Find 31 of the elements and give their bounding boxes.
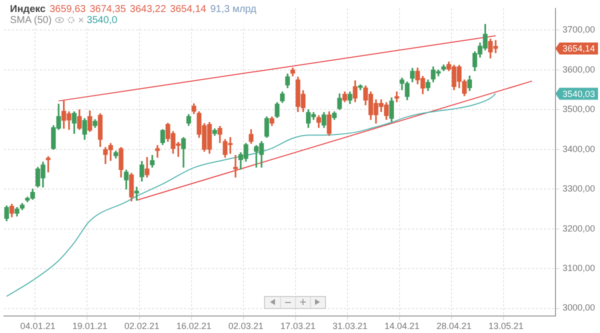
- x-tick-label: 28.04.21: [436, 321, 472, 332]
- y-tick-label: 3200,00: [562, 223, 596, 234]
- y-tick-label: 3300,00: [562, 184, 596, 194]
- annotation: 91,3 млрд: [210, 4, 256, 15]
- x-tick-label: 02.02.21: [124, 321, 160, 332]
- x-tick-label: 19.01.21: [72, 321, 108, 332]
- annotation: 3654,14: [170, 4, 206, 15]
- y-tick-label: 3100,00: [562, 263, 596, 274]
- chart-title: Индекс: [10, 4, 46, 15]
- text: 3654,14: [562, 43, 596, 54]
- line-series: [6, 93, 496, 297]
- x-tick-label: 31.03.21: [332, 321, 368, 332]
- y-tick-label: 3700,00: [562, 24, 596, 35]
- y-tick-label: 3000,00: [562, 302, 596, 313]
- y-tick-label: 3500,00: [562, 104, 596, 114]
- candlestick: [233, 155, 238, 178]
- annotation: 3674,35: [90, 4, 126, 15]
- x-tick-label: 17.03.21: [280, 321, 316, 332]
- y-tick-label: 3600,00: [562, 64, 596, 74]
- x-tick-label: 14.04.21: [384, 321, 420, 332]
- candlestick: [155, 145, 160, 158]
- x-tick-label: 16.02.21: [176, 321, 212, 332]
- x-tick-label: 04.01.21: [20, 321, 56, 332]
- text: SMA (50): [10, 15, 52, 26]
- x-tick-label: 13.05.21: [488, 321, 524, 332]
- text: 3540,03: [562, 88, 596, 99]
- annotation: 3659,63: [50, 4, 86, 15]
- annotation: 3540,0: [86, 15, 118, 26]
- annotation: 3643,22: [130, 4, 166, 15]
- x-tick-label: 02.03.21: [228, 321, 264, 332]
- y-tick-label: 3400,00: [562, 144, 596, 154]
